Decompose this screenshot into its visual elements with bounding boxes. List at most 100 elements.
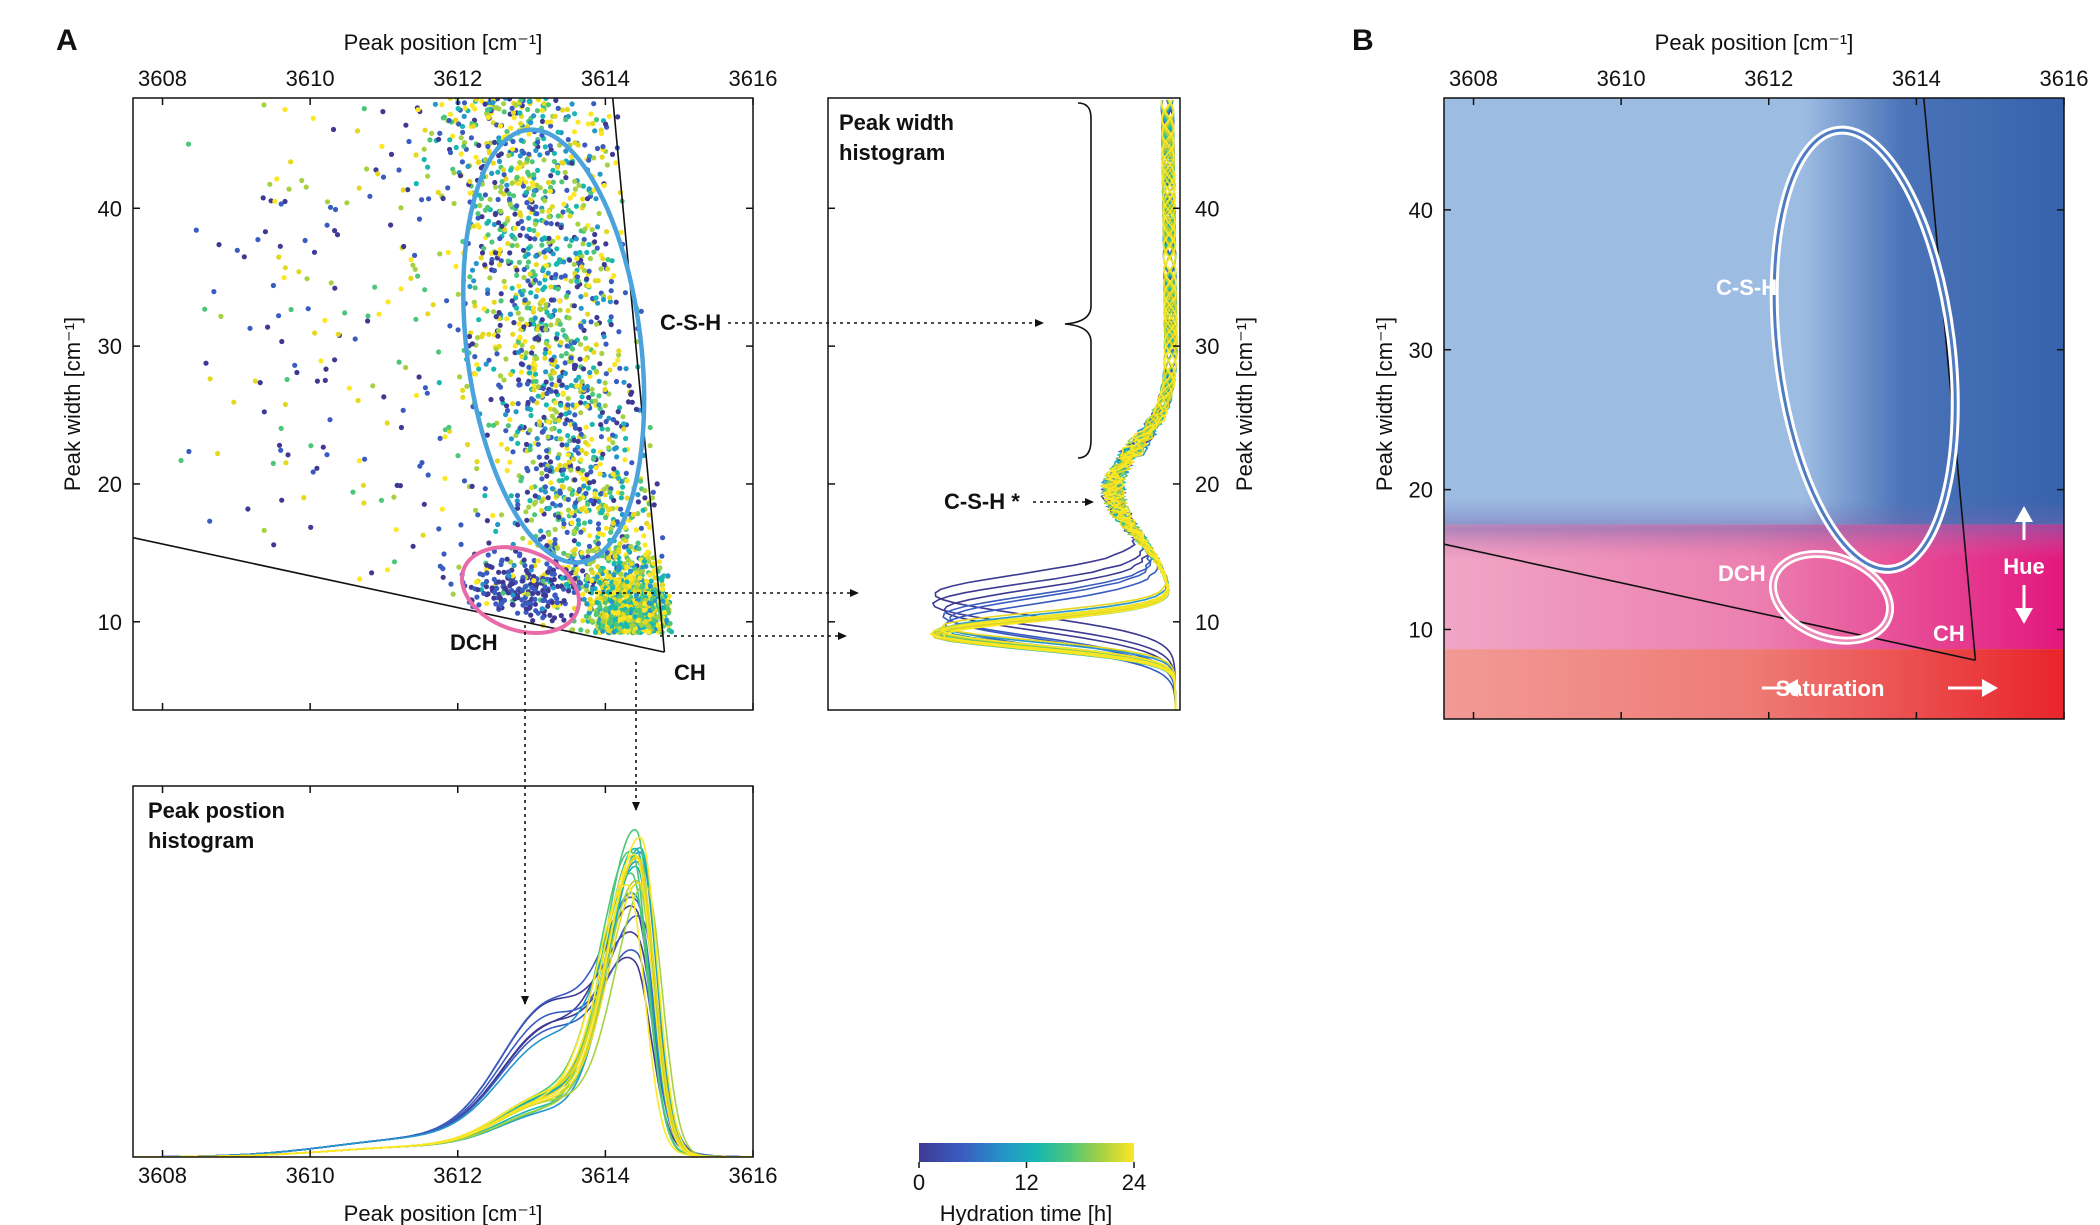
panel-label-b: B [1352,24,1374,57]
scatter-point [531,557,537,564]
scatter-point [260,195,266,201]
scatter-point [571,261,577,267]
scatter-point [517,159,523,166]
scatter-point [436,380,442,386]
scatter-point [641,558,648,564]
scatter-point [525,300,532,306]
scatter-point [476,366,482,372]
scatter-point [380,174,387,180]
scatter-point [547,188,554,194]
scatter-point [617,625,623,632]
scatter-point [193,227,199,233]
scatter-point [491,104,497,110]
scatter-point [548,297,555,303]
scatter-point [589,386,595,392]
scatter-point [498,298,504,304]
scatter-point [616,352,622,358]
scatter-point [516,321,522,327]
scatter-point [459,123,466,129]
scatter-point [650,555,657,561]
scatter-point [400,187,406,193]
scatter-point [465,163,471,169]
scatter-point [267,181,273,187]
scatter-point [585,485,592,491]
scatter-point [615,357,621,363]
scatter-point [566,409,572,416]
scatter-point [542,350,548,356]
scatter-point [642,619,649,625]
scatter-point [516,349,522,355]
scatter-point [422,127,428,133]
scatter-point [482,486,488,492]
scatter-point [552,526,558,533]
scatter-point [572,477,578,483]
scatter-point [557,298,563,304]
scatter-point [522,297,528,303]
scatter-point [547,612,553,618]
scatter-point [578,323,584,329]
scatter-point [504,182,510,188]
width-histogram: 10 20 30 40 Peak width histogram C-S-H * [827,97,1219,711]
scatter-point [569,627,576,633]
scatter-point [636,607,642,613]
scatter-point [528,412,534,419]
scatter-point [565,402,571,408]
scatter-point [557,462,563,468]
scatter-point [639,622,645,628]
scatter-point [508,125,514,131]
scatter-point [515,595,521,601]
scatter-point [571,437,577,443]
y-tick-label: 20 [1409,478,1433,503]
scatter-point [569,101,575,107]
scatter-point [425,311,431,317]
scatter-point [558,224,564,231]
scatter-point [458,522,464,528]
scatter-point [600,624,606,630]
scatter-point [597,171,603,177]
position-histogram-xlabel: Peak position [cm⁻¹] [344,1201,543,1225]
scatter-point [302,237,308,244]
scatter-point [562,370,569,376]
scatter-point [549,381,555,387]
scatter-point [530,344,536,350]
scatter-point [622,591,628,597]
scatter-point [344,200,350,206]
scatter-point [623,366,629,372]
scatter-point [501,377,507,383]
scatter-point [324,222,330,228]
scatter-point [579,447,585,454]
scatter-point [568,382,574,389]
scatter-point [638,525,645,531]
scatter-point [601,613,607,620]
scatter-point [646,591,652,597]
scatter-point [612,549,618,555]
scatter-point [641,607,647,613]
scatter-label-csh: C-S-H [660,310,721,335]
map-label-ch: CH [1933,621,1965,646]
scatter-point [396,359,402,365]
scatter-point [530,183,536,189]
scatter-point [541,249,547,255]
scatter-point [593,465,599,471]
scatter-point [507,459,513,465]
scatter-point [202,306,208,312]
scatter-point [492,250,499,256]
scatter-point [635,492,641,498]
scatter-point [299,177,305,184]
scatter-point [605,266,611,272]
scatter-point [505,258,511,264]
scatter-point [603,568,609,575]
scatter-point [565,552,571,559]
scatter-point [539,208,545,214]
scatter-point [322,317,328,323]
scatter-point [576,521,582,528]
scatter-point [584,587,590,594]
scatter-point [597,604,603,610]
scatter-point [563,334,569,340]
scatter-point [541,235,548,241]
scatter-point [548,173,554,179]
scatter-point [567,195,573,201]
scatter-point [498,602,504,609]
scatter-point [475,587,481,593]
